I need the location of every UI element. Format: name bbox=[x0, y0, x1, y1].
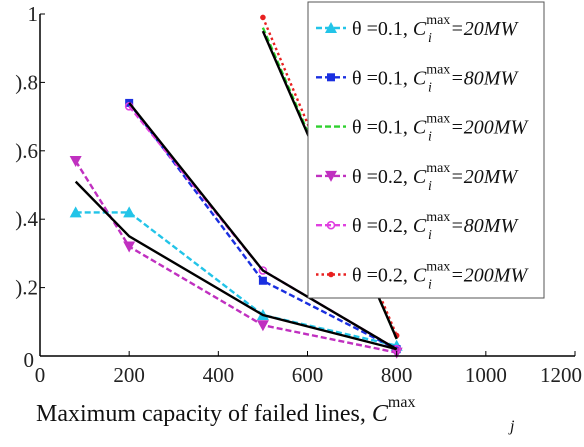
legend-cap: =80MW bbox=[450, 67, 519, 89]
fit-line-1 bbox=[74, 180, 397, 351]
legend-sup: max bbox=[426, 161, 450, 176]
legend-label: θ =0.1, Cmax=200MW bbox=[352, 112, 529, 139]
x-tick-label: 1000 bbox=[465, 363, 507, 387]
legend-cap: =200MW bbox=[450, 117, 529, 139]
x-tick-label: 400 bbox=[203, 363, 235, 387]
legend-theta: θ =0.1, bbox=[352, 67, 413, 89]
legend-sup: max bbox=[426, 112, 450, 127]
series-5-point bbox=[258, 266, 268, 275]
legend-swatch-marker bbox=[325, 170, 337, 182]
x-tick-label: 200 bbox=[113, 363, 145, 387]
legend-symbol: C bbox=[413, 67, 427, 89]
x-tick-label: 1200 bbox=[540, 363, 582, 387]
legend-cap: =80MW bbox=[450, 215, 519, 237]
series-4-point bbox=[123, 241, 136, 253]
x-axis-label: Maximum capacity of failed lines, Cmax bbox=[36, 394, 415, 427]
legend-theta: θ =0.1, bbox=[352, 117, 413, 139]
x-tick-label: 0 bbox=[35, 363, 46, 387]
legend-label: θ =0.2, Cmax=80MW bbox=[352, 210, 519, 237]
legend-label: θ =0.1, Cmax=80MW bbox=[352, 62, 519, 89]
legend-sup: max bbox=[426, 62, 450, 77]
legend-cap: =20MW bbox=[450, 166, 519, 188]
series-4-line bbox=[74, 160, 397, 354]
series-4-point bbox=[256, 320, 269, 332]
x-tick-label: 800 bbox=[381, 363, 413, 387]
legend-sub: i bbox=[428, 179, 432, 194]
legend-symbol: C bbox=[413, 117, 427, 139]
x-axis-label-symbol: C bbox=[372, 401, 389, 427]
legend-swatch-marker bbox=[327, 73, 335, 82]
x-axis-label-sup: max bbox=[388, 394, 416, 411]
legend-label: θ =0.2, Cmax=20MW bbox=[352, 161, 519, 188]
legend-sub: i bbox=[428, 228, 432, 243]
legend-box bbox=[307, 1, 545, 299]
legend-sub: i bbox=[428, 80, 432, 95]
legend-swatch-marker bbox=[326, 220, 336, 230]
legend-cap: =200MW bbox=[450, 265, 529, 287]
legend-theta: θ =0.2, bbox=[352, 166, 413, 188]
chart-axes: 0 200 400 600 800 1000 1200).2).4).6).810Maxim… bbox=[15, 2, 582, 435]
x-tick-label: 600 bbox=[292, 363, 324, 387]
series-6-point bbox=[260, 14, 266, 21]
legend-sup: max bbox=[426, 210, 450, 225]
series-2-line bbox=[128, 102, 398, 351]
fit-line-2 bbox=[128, 102, 398, 351]
legend-sub: i bbox=[428, 278, 432, 293]
legend-theta: θ =0.2, bbox=[352, 215, 413, 237]
y-tick-label: ).2 bbox=[15, 276, 38, 300]
series-1-point bbox=[69, 206, 82, 218]
legend-symbol: C bbox=[413, 265, 427, 287]
legend-sub: i bbox=[428, 130, 432, 145]
legend-label: θ =0.2, Cmax=200MW bbox=[352, 260, 529, 287]
y-tick-label: ).8 bbox=[15, 70, 38, 94]
legend-sup: max bbox=[426, 260, 450, 275]
series-1-point bbox=[123, 206, 136, 218]
legend-symbol: C bbox=[413, 18, 427, 40]
y-tick-label: 1 bbox=[28, 2, 39, 26]
legend-swatch-marker bbox=[325, 22, 337, 33]
x-axis-label-text: Maximum capacity of failed lines, bbox=[36, 401, 372, 427]
legend-theta: θ =0.2, bbox=[352, 265, 413, 287]
y-tick-label: ).4 bbox=[15, 207, 38, 231]
legend-symbol: C bbox=[413, 215, 427, 237]
series-4-point bbox=[69, 156, 82, 168]
y-tick-label: ).6 bbox=[15, 139, 38, 163]
legend-label: θ =0.1, Cmax=20MW bbox=[352, 13, 519, 40]
legend-sup: max bbox=[426, 13, 450, 28]
series-1-line bbox=[75, 211, 397, 347]
legend-swatch-marker bbox=[328, 271, 334, 278]
legend-cap: =20MW bbox=[450, 18, 519, 40]
y-tick-label: 0 bbox=[24, 348, 35, 372]
x-axis-label-sub: j bbox=[508, 418, 515, 435]
series-2-point bbox=[258, 276, 267, 285]
legend-symbol: C bbox=[413, 166, 427, 188]
legend-theta: θ =0.1, bbox=[352, 18, 413, 40]
legend-sub: i bbox=[428, 31, 432, 46]
